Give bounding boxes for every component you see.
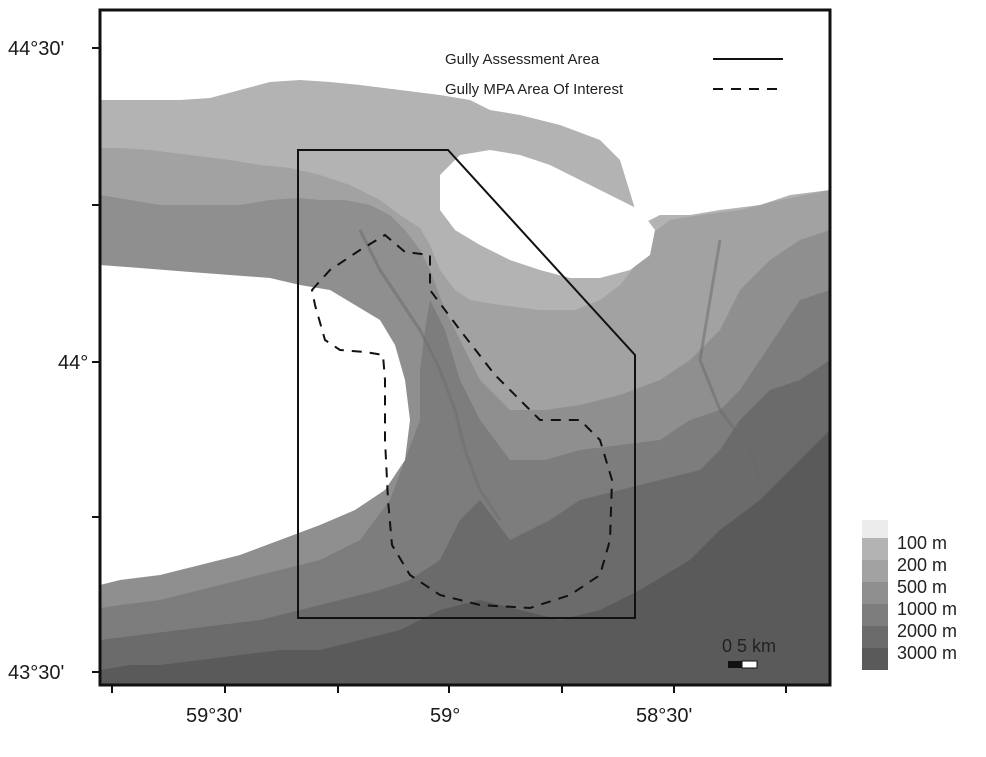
map-frame (98, 8, 832, 687)
depth-key: 100 m 200 m 500 m 1000 m 2000 m 3000 m (862, 520, 957, 670)
depth-label-1000m: 1000 m (897, 599, 957, 619)
latitude-axis: 44°30' 44° 43°30' (8, 38, 100, 684)
depth-label-3000m: 3000 m (897, 643, 957, 663)
depth-swatch-100m (862, 538, 888, 560)
shallow-bank-west (100, 265, 410, 585)
scale-bar: 0 5 km (722, 636, 776, 669)
depth-label-2000m: 2000 m (897, 621, 957, 641)
longitude-label-58-30: 58°30' (636, 705, 692, 727)
longitude-label-59: 59° (430, 705, 460, 727)
depth-label-100m: 100 m (897, 533, 947, 553)
latitude-label-44-30: 44°30' (8, 38, 64, 60)
canyon-axis-east (698, 239, 762, 481)
depth-swatch-200m (862, 560, 888, 582)
depth-swatch-top (862, 520, 888, 538)
longitude-label-59-30: 59°30' (186, 705, 242, 727)
longitude-axis: 59°30' 59° 58°30' (111, 685, 787, 727)
depth-swatch-1000m (862, 604, 888, 626)
latitude-label-44: 44° (58, 352, 88, 374)
legend-label-assessment: Gully Assessment Area (445, 51, 600, 68)
depth-fill-offshelf-north (100, 10, 830, 225)
canyon-axis (358, 229, 502, 521)
map-area: 0 5 km Gully Assessment Area Gully MPA A… (100, 10, 830, 685)
scale-bar-label: 0 5 km (722, 636, 776, 656)
depth-swatch-3000m (862, 648, 888, 670)
latitude-label-43-30: 43°30' (8, 662, 64, 684)
legend-label-mpa: Gully MPA Area Of Interest (445, 81, 624, 98)
gully-assessment-area (297, 149, 636, 619)
depth-swatch-2000m (862, 626, 888, 648)
shallow-bank-east (440, 150, 655, 278)
depth-swatch-500m (862, 582, 888, 604)
depth-label-200m: 200 m (897, 555, 947, 575)
depth-label-500m: 500 m (897, 577, 947, 597)
map-legend: Gully Assessment Area Gully MPA Area Of … (445, 51, 783, 98)
